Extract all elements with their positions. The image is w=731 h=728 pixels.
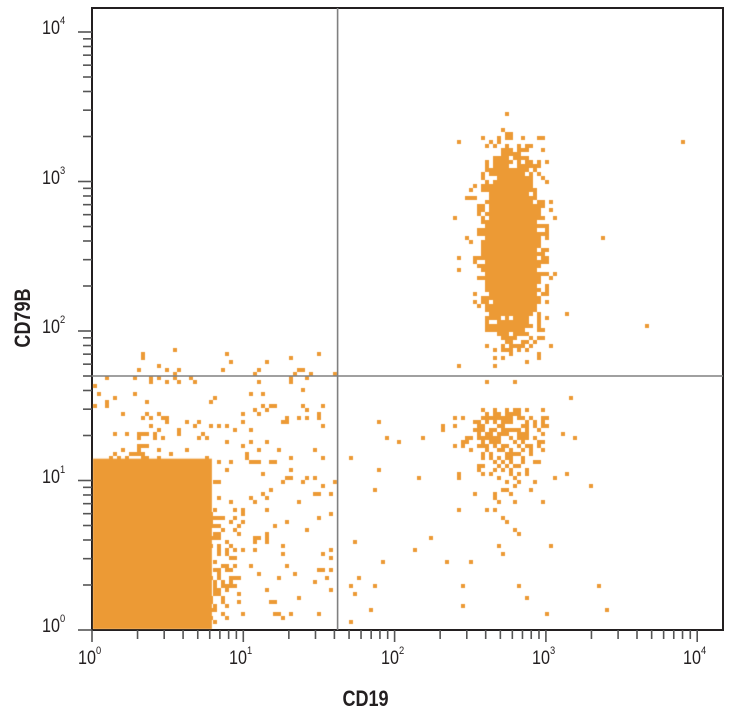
x-tick-label: 101 (229, 645, 253, 669)
y-tick-label: 101 (42, 463, 66, 488)
y-tick-label: 103 (42, 164, 66, 189)
x-tick-label: 104 (683, 645, 707, 669)
y-tick-label: 104 (42, 15, 66, 39)
x-tick-label: 100 (78, 645, 102, 669)
y-tick-label: 100 (42, 613, 66, 637)
x-tick-label: 102 (380, 645, 404, 669)
x-axis-title: CD19 (342, 686, 389, 711)
y-tick-label: 102 (42, 314, 66, 338)
y-axis-title: CD79B (10, 288, 35, 348)
x-tick-label: 103 (531, 645, 556, 669)
